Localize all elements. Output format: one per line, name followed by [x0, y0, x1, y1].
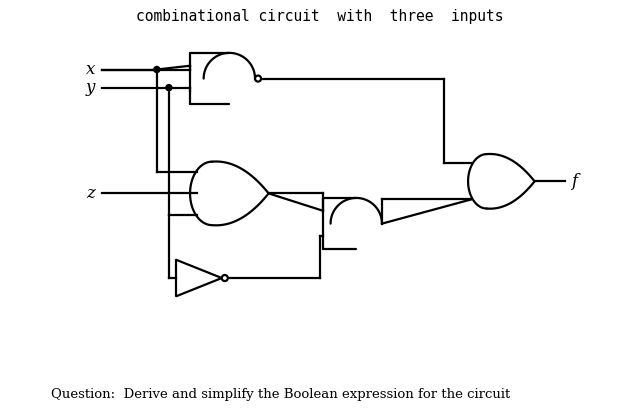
Circle shape	[255, 76, 261, 82]
Text: combinational circuit  with  three  inputs: combinational circuit with three inputs	[136, 9, 504, 24]
Circle shape	[154, 67, 160, 72]
Text: z: z	[86, 185, 95, 202]
Text: f: f	[571, 173, 577, 190]
Circle shape	[166, 85, 172, 91]
Text: Question:  Derive and simplify the Boolean expression for the circuit: Question: Derive and simplify the Boolea…	[51, 388, 510, 401]
Circle shape	[222, 275, 228, 281]
Text: x: x	[86, 61, 95, 78]
Text: y: y	[86, 79, 95, 96]
